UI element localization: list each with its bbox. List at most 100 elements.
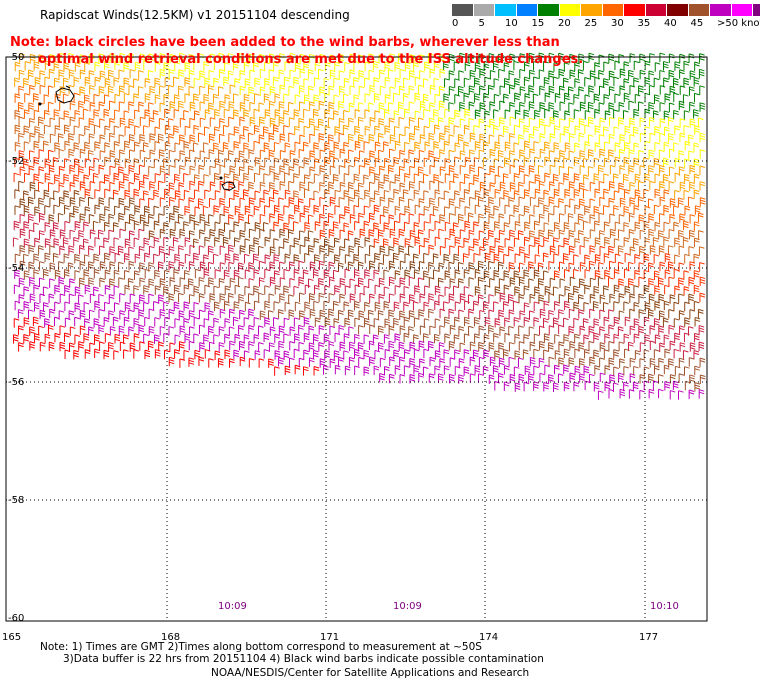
- wind-barb: [563, 334, 569, 344]
- wind-barb: [597, 390, 604, 400]
- wind-barb: [454, 301, 461, 311]
- wind-barb: [469, 356, 476, 367]
- wind-barb: [573, 173, 580, 183]
- wind-barb: [163, 94, 170, 104]
- wind-barb: [364, 301, 370, 312]
- wind-barb: [474, 268, 481, 279]
- wind-barb: [224, 253, 231, 263]
- wind-barb: [248, 278, 255, 288]
- wind-barb: [398, 101, 404, 112]
- wind-barb: [488, 342, 495, 352]
- wind-barb: [243, 158, 250, 168]
- wind-barb: [514, 78, 520, 88]
- wind-barb: [497, 149, 504, 160]
- wind-barb: [44, 76, 51, 87]
- wind-barb: [599, 372, 606, 383]
- wind-barb: [599, 117, 606, 128]
- wind-barb: [12, 237, 19, 247]
- wind-barb: [488, 260, 494, 271]
- wind-barb: [94, 76, 101, 87]
- wind-barb: [44, 60, 51, 71]
- wind-barb: [453, 285, 459, 296]
- wind-barb: [268, 149, 275, 160]
- wind-barb: [303, 317, 310, 327]
- wind-barb: [653, 365, 660, 375]
- wind-barb: [183, 141, 190, 151]
- wind-barb: [133, 333, 140, 343]
- wind-barb: [114, 109, 120, 119]
- wind-barb: [429, 197, 435, 208]
- wind-barb: [633, 108, 639, 119]
- wind-barb: [158, 180, 164, 191]
- longitude-label: 174: [479, 632, 498, 643]
- wind-barb: [423, 301, 430, 312]
- wind-barb: [613, 284, 620, 295]
- wind-barb: [369, 245, 375, 255]
- wind-barb: [688, 357, 695, 367]
- wind-barb: [113, 350, 119, 360]
- wind-barb: [79, 196, 85, 207]
- wind-barb: [144, 109, 151, 119]
- wind-barb: [34, 206, 40, 216]
- wind-barb: [428, 244, 435, 255]
- wind-barb: [273, 317, 279, 327]
- wind-barb: [349, 341, 355, 352]
- wind-barb: [548, 374, 554, 384]
- wind-barb: [348, 356, 355, 367]
- wind-barb: [133, 158, 140, 168]
- wind-barb: [689, 342, 696, 352]
- wind-barb: [522, 349, 529, 359]
- wind-barb: [633, 318, 640, 328]
- wind-barb: [477, 276, 484, 287]
- wind-barb: [199, 342, 205, 352]
- wind-barb: [88, 166, 95, 176]
- wind-barb: [664, 253, 671, 263]
- wind-barb: [472, 349, 479, 360]
- wind-barb: [154, 317, 160, 327]
- wind-barb: [394, 61, 401, 72]
- wind-barb: [652, 380, 659, 391]
- wind-barb: [693, 142, 700, 152]
- wind-barb: [264, 254, 271, 264]
- wind-barb: [674, 125, 680, 135]
- wind-barb: [139, 180, 145, 191]
- wind-barb: [394, 365, 401, 375]
- wind-barb: [618, 278, 624, 288]
- wind-barb: [104, 332, 111, 343]
- wind-barb: [699, 165, 706, 176]
- wind-barb: [538, 69, 545, 79]
- wind-barb: [358, 165, 365, 175]
- wind-barb: [113, 237, 120, 247]
- wind-barb: [338, 356, 344, 367]
- wind-barb: [269, 182, 275, 192]
- wind-barb: [498, 309, 504, 320]
- wind-barb: [529, 69, 535, 80]
- wind-barb: [688, 86, 695, 96]
- wind-barb: [659, 196, 666, 207]
- wind-barb: [189, 180, 195, 191]
- wind-barb: [234, 237, 240, 247]
- wind-barb: [293, 268, 300, 279]
- wind-barb: [184, 77, 191, 87]
- wind-barb: [564, 188, 571, 199]
- wind-barb: [64, 317, 71, 327]
- wind-barb: [548, 325, 555, 335]
- wind-barb: [419, 54, 425, 64]
- wind-barb: [213, 317, 219, 328]
- wind-barb: [388, 117, 395, 128]
- wind-barb: [659, 181, 665, 191]
- wind-barb: [199, 85, 205, 96]
- legend-swatch: [710, 4, 732, 16]
- wind-barb: [134, 109, 140, 120]
- wind-barb: [393, 237, 399, 248]
- wind-barb: [307, 214, 314, 224]
- wind-barb: [158, 245, 165, 256]
- wind-barb: [363, 220, 370, 231]
- wind-barb: [608, 116, 615, 127]
- wind-barb: [498, 229, 505, 240]
- wind-barb: [569, 276, 576, 287]
- wind-barb: [253, 300, 260, 311]
- wind-barb: [673, 318, 680, 328]
- wind-barb: [423, 318, 430, 328]
